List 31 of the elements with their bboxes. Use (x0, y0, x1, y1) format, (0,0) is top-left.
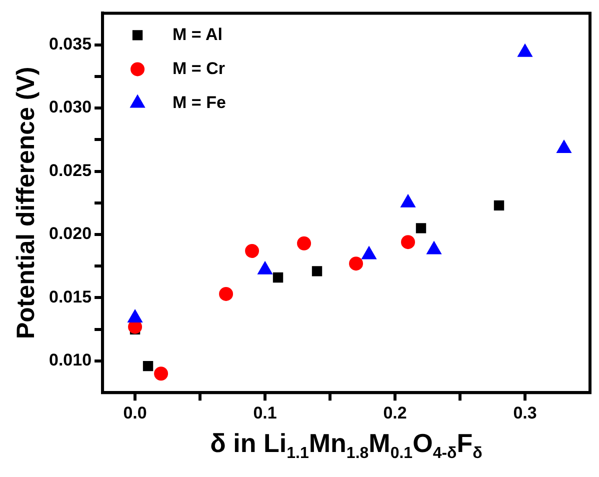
point (297, 236, 312, 250)
y-tick-label: 0.015 (48, 287, 92, 306)
legend-label: M = Al (172, 24, 222, 44)
point (312, 266, 322, 276)
point (426, 241, 442, 254)
text: δ in Li$_{1.1}$Mn$_{1.8}$M$_{0.1}$O$_{4-δ}$F$_{δ}$ (210, 428, 482, 462)
point (494, 200, 504, 211)
y-tick-label: 0.030 (48, 98, 92, 117)
x-tick-label: 0.3 (513, 403, 537, 422)
point (219, 286, 234, 301)
point (362, 246, 376, 260)
point (400, 194, 416, 208)
point (416, 223, 426, 234)
legend-label: M = Cr (172, 58, 226, 78)
point (154, 366, 168, 381)
x-tick-label: 0.2 (383, 403, 407, 422)
point (272, 272, 284, 283)
x-tick-label: 0.1 (253, 403, 277, 422)
y-tick-label: 0.010 (48, 350, 92, 370)
y-tick-label: 0.020 (48, 224, 92, 244)
point (349, 256, 364, 271)
legend-label: M = Fe (172, 92, 226, 112)
x-tick-label: 0.0 (123, 403, 147, 422)
point (142, 360, 154, 372)
y-tick-label: 0.035 (48, 34, 92, 54)
point (245, 244, 260, 258)
point (401, 235, 416, 250)
point (556, 140, 572, 154)
y-tick-label: 0.025 (48, 160, 92, 180)
point (518, 44, 532, 57)
y-axis-title: Potential difference (V) (12, 66, 40, 340)
